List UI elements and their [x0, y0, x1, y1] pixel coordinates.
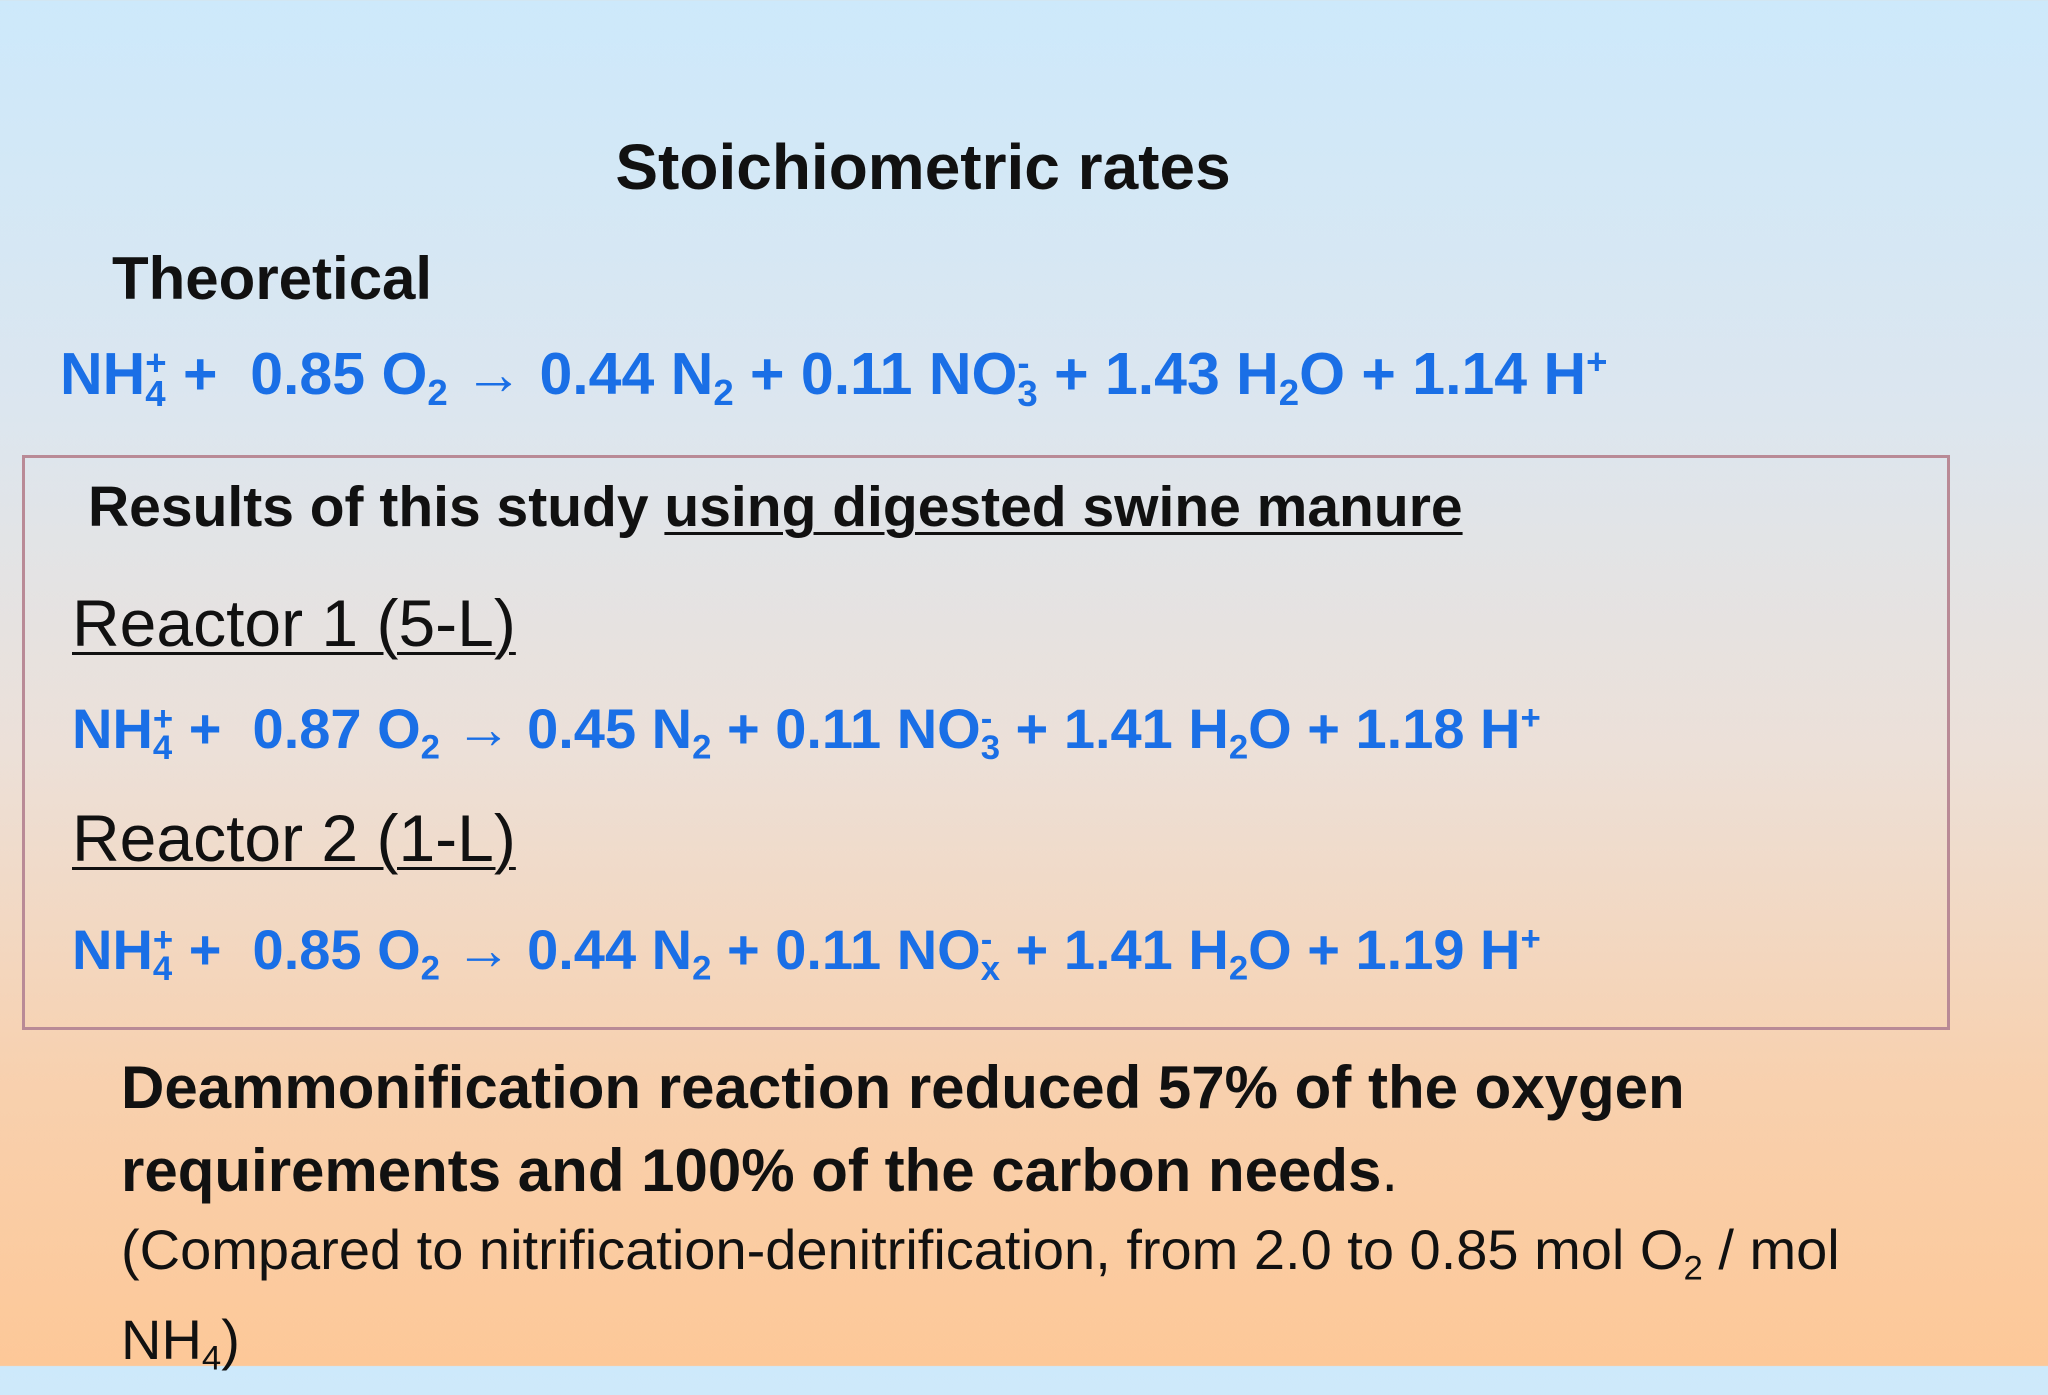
- subscript: 2: [713, 371, 734, 413]
- equation: NH +4 + 0.85 O2 → 0.44 N2 + 0.11 NO - x + 1…: [72, 917, 1541, 989]
- text: → 0.45 N: [439, 697, 693, 760]
- heading-text: Results of this study: [88, 475, 665, 539]
- text: + 1.41 H: [1000, 918, 1229, 981]
- superscript: +: [152, 920, 174, 959]
- subscript: 2: [692, 728, 712, 767]
- superscript: -: [1017, 341, 1030, 383]
- subscript: 3: [1017, 372, 1038, 414]
- subscript: 2: [1683, 1249, 1703, 1288]
- subscript: 2: [427, 371, 448, 413]
- sub-sup: +4: [152, 699, 174, 768]
- results-box: [22, 455, 1950, 1030]
- superscript: -: [980, 699, 993, 738]
- text: → 0.44 N: [447, 341, 714, 407]
- conclusion-statement: Deammonification reaction reduced 57% of…: [121, 1054, 1685, 1204]
- sub-sup: +4: [152, 920, 174, 989]
- superscript: +: [1520, 919, 1541, 958]
- reactor-label: Reactor 2 (1-L): [72, 801, 516, 875]
- subscript: 2: [692, 949, 712, 988]
- text: + 0.87 O: [173, 697, 421, 760]
- superscript: +: [1520, 698, 1541, 737]
- text: + 0.11 NO: [733, 341, 1018, 407]
- subscript: 2: [420, 949, 440, 988]
- text: NH: [72, 697, 153, 760]
- subscript: 4: [145, 372, 166, 414]
- text: → 0.44 N: [439, 918, 693, 981]
- equation: NH +4 + 0.85 O2 → 0.44 N2 + 0.11 NO -3 + 1…: [60, 340, 1607, 414]
- text: + 1.41 H: [1000, 697, 1229, 760]
- sub-sup: -x: [980, 920, 1000, 989]
- subscript: x: [980, 950, 1000, 989]
- sub-sup: -3: [1017, 341, 1038, 414]
- conclusion-period: .: [1381, 1137, 1399, 1204]
- text: O + 1.18 H: [1248, 697, 1521, 760]
- text: + 0.85 O: [166, 341, 428, 407]
- conclusion: Deammonification reaction reduced 57% of…: [121, 1046, 1921, 1212]
- text: + 0.85 O: [173, 918, 421, 981]
- heading-underlined: using digested swine manure: [664, 475, 1463, 539]
- subscript: 2: [1228, 949, 1249, 988]
- sub-sup: -3: [980, 699, 1000, 768]
- equation: NH +4 + 0.87 O2 → 0.45 N2 + 0.11 NO -3 + 1…: [72, 696, 1541, 768]
- subscript: 2: [1278, 371, 1300, 413]
- reactor-label: Reactor 1 (5-L): [72, 586, 516, 660]
- text: (Compared to nitrification-denitrificati…: [121, 1218, 1684, 1281]
- text: + 0.11 NO: [711, 918, 981, 981]
- subscript: 4: [201, 1339, 222, 1378]
- subscript: 2: [1228, 728, 1249, 767]
- text: NH: [60, 341, 146, 407]
- slide-title: Stoichiometric rates: [615, 131, 1231, 203]
- superscript: -: [980, 920, 993, 959]
- text: + 0.11 NO: [711, 697, 981, 760]
- text: NH: [72, 918, 153, 981]
- subscript: 4: [152, 729, 173, 768]
- subscript: 2: [420, 728, 440, 767]
- conclusion-note: (Compared to nitrification-denitrificati…: [121, 1214, 1911, 1395]
- theoretical-heading: Theoretical: [112, 245, 433, 312]
- superscript: +: [1586, 340, 1608, 382]
- text: O + 1.19 H: [1248, 918, 1521, 981]
- text: O + 1.14 H: [1299, 341, 1587, 407]
- subscript: 4: [152, 950, 173, 989]
- superscript: +: [152, 699, 174, 738]
- sub-sup: +4: [145, 341, 167, 414]
- text: / mol NH: [121, 1218, 1840, 1372]
- text: + 1.43 H: [1037, 341, 1279, 407]
- superscript: +: [145, 341, 167, 383]
- results-heading: Results of this study using digested swi…: [88, 474, 1463, 540]
- subscript: 3: [980, 729, 1000, 768]
- text: ): [221, 1308, 240, 1372]
